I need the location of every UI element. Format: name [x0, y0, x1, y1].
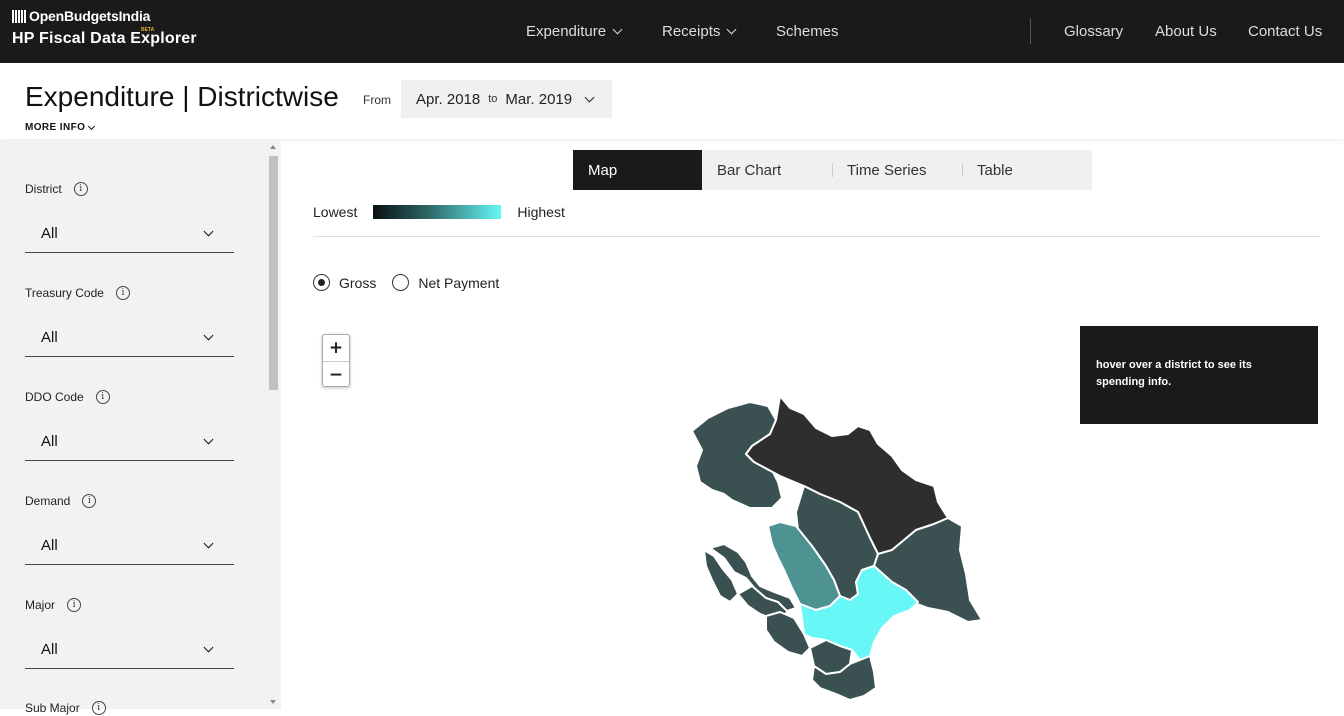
chevron-down-icon — [203, 538, 214, 549]
filter-treasury-code: Treasury Code i All — [25, 285, 234, 357]
top-navbar: OpenBudgetsIndia BETA HP Fiscal Data Exp… — [0, 0, 1344, 63]
district-select[interactable]: All — [25, 215, 234, 253]
chevron-down-icon — [203, 642, 214, 653]
info-icon[interactable]: i — [67, 598, 82, 612]
radio-gross[interactable]: Gross — [313, 274, 376, 291]
chevron-down-icon — [726, 24, 737, 35]
demand-select[interactable]: All — [25, 527, 234, 565]
color-legend: Lowest Highest — [313, 204, 565, 220]
chevron-down-icon — [584, 92, 595, 102]
info-icon[interactable]: i — [82, 494, 97, 508]
page-header: Expenditure | Districtwise From Apr. 201… — [0, 63, 1344, 139]
scroll-down-arrow-icon[interactable] — [270, 700, 276, 704]
legend-low-label: Lowest — [313, 204, 358, 220]
info-icon[interactable]: i — [95, 390, 110, 404]
radio-net-payment[interactable]: Net Payment — [392, 274, 499, 291]
beta-badge: BETA — [141, 27, 155, 33]
ddo-code-select[interactable]: All — [25, 423, 234, 461]
chevron-down-icon — [203, 226, 214, 237]
brand-logo[interactable]: OpenBudgetsIndia BETA HP Fiscal Data Exp… — [12, 8, 197, 48]
date-from: Apr. 2018 — [416, 90, 481, 108]
divider — [313, 236, 1320, 237]
more-info-toggle[interactable]: MORE INFO — [25, 122, 96, 133]
chevron-down-icon — [203, 434, 214, 445]
nav-contact-us[interactable]: Contact Us — [1248, 23, 1323, 40]
tab-bar-chart[interactable]: Bar Chart — [717, 161, 782, 179]
zoom-in-button[interactable]: + — [328, 338, 344, 358]
legend-high-label: Highest — [517, 204, 565, 220]
district-bilaspur[interactable] — [765, 611, 811, 657]
district-sirmaur[interactable] — [811, 655, 877, 701]
nav-receipts[interactable]: Receipts — [662, 23, 737, 40]
date-range-selector[interactable]: Apr. 2018 to Mar. 2019 — [401, 80, 612, 118]
filter-ddo-code: DDO Code i All — [25, 389, 234, 461]
radio-checked-icon — [313, 274, 330, 291]
product-name: HP Fiscal Data Explorer — [12, 30, 197, 47]
chevron-down-icon — [612, 24, 623, 35]
chevron-down-icon — [203, 330, 214, 341]
date-to-label: to — [488, 93, 498, 105]
filter-sub-major: Sub Major i — [25, 700, 234, 716]
legend-gradient-bar — [373, 205, 502, 219]
nav-expenditure[interactable]: Expenditure — [526, 23, 623, 40]
district-kangra[interactable] — [709, 543, 797, 613]
view-tabs: Map Bar Chart Time Series Table — [573, 150, 1092, 190]
scrollbar-thumb[interactable] — [269, 156, 278, 390]
nav-schemes[interactable]: Schemes — [776, 23, 839, 40]
date-to: Mar. 2019 — [505, 90, 573, 108]
info-icon[interactable]: i — [73, 182, 88, 196]
scroll-up-arrow-icon[interactable] — [270, 145, 276, 149]
filter-demand: Demand i All — [25, 493, 234, 565]
nav-glossary[interactable]: Glossary — [1064, 23, 1124, 40]
radio-unchecked-icon — [392, 274, 410, 291]
district-map[interactable] — [680, 390, 990, 709]
district-chamba[interactable] — [691, 401, 783, 509]
nav-about-us[interactable]: About Us — [1155, 23, 1217, 40]
map-zoom-control: + − — [322, 334, 350, 387]
payment-type-radio-group: Gross Net Payment — [313, 274, 515, 291]
brand-bars-icon — [12, 9, 26, 23]
tab-table[interactable]: Table — [962, 150, 1092, 190]
nav-divider — [1030, 18, 1031, 44]
chevron-down-icon — [88, 122, 96, 130]
major-select[interactable]: All — [25, 631, 234, 669]
treasury-code-select[interactable]: All — [25, 319, 234, 357]
brand-name: OpenBudgetsIndia — [29, 8, 151, 24]
zoom-out-button[interactable]: − — [323, 361, 349, 387]
tab-map[interactable]: Map — [573, 150, 702, 190]
filter-sidebar: District i All Treasury Code i All DDO Cod… — [0, 140, 281, 715]
hover-info-panel: hover over a district to see its spendin… — [1080, 326, 1318, 424]
page-title: Expenditure | Districtwise — [25, 81, 339, 112]
district-una[interactable] — [703, 549, 739, 603]
info-icon[interactable]: i — [115, 286, 130, 300]
filter-major: Major i All — [25, 597, 234, 669]
info-icon[interactable]: i — [91, 701, 106, 715]
filter-district: District i All — [25, 181, 234, 253]
from-label: From — [363, 93, 391, 107]
tab-time-series[interactable]: Time Series — [832, 150, 962, 190]
district-hamirpur[interactable] — [737, 585, 789, 621]
